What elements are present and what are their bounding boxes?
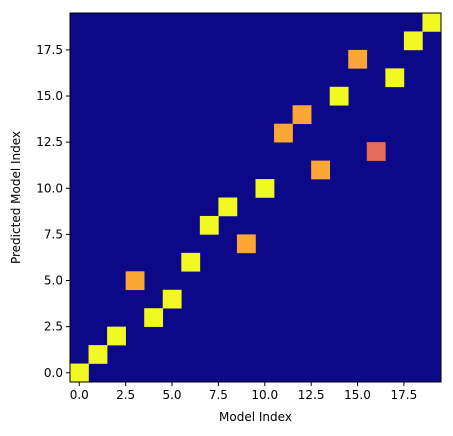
x-tick-label: 0.0 [70,388,89,402]
heatmap-cell [274,123,293,143]
heatmap-cell [366,142,386,161]
y-tick-label: 15.0 [36,89,63,103]
y-axis: 0.0 2.5 5.0 7.5 10.0 12.5 15.0 17.5 [36,43,70,380]
y-axis-label: Predicted Model Index [9,131,23,264]
heatmap-cell [88,345,108,364]
x-tick-label: 2.5 [116,388,135,402]
heatmap-cell [125,271,145,291]
plot-frame [69,12,442,383]
x-tick-label: 7.5 [209,388,228,402]
heatmap-cell [292,105,312,124]
heatmap-cell [255,179,275,198]
heatmap-cell [236,234,256,254]
heatmap-cell [107,326,126,346]
heatmap-cell [311,160,330,180]
x-tick-label: 12.5 [298,388,325,402]
x-tick-label: 5.0 [162,388,181,402]
y-tick-label: 0.0 [44,366,63,380]
x-tick-label: 15.0 [344,388,371,402]
heatmap-cell [403,31,423,51]
heatmap-cells [70,13,442,383]
heatmap-cell [329,86,349,106]
heatmap-cell [162,289,182,309]
heatmap-cell [348,49,368,69]
x-axis-label: Model Index [219,410,292,424]
heatmap-cell [422,13,442,32]
heatmap-cell [144,308,164,327]
x-tick-label: 17.5 [391,388,418,402]
x-tick-label: 10.0 [251,388,278,402]
heatmap-cell [199,215,219,235]
y-tick-label: 17.5 [36,43,63,57]
y-tick-label: 5.0 [44,274,63,288]
heatmap-cell [70,363,89,383]
y-tick-label: 10.0 [36,181,63,195]
x-axis: 0.0 2.5 5.0 7.5 10.0 12.5 15.0 17.5 [70,382,418,402]
heatmap-cell [181,252,201,272]
heatmap-cell [218,197,238,217]
y-tick-label: 12.5 [36,135,63,149]
y-tick-label: 2.5 [44,320,63,334]
plot-area [69,12,442,383]
y-tick-label: 7.5 [44,227,63,241]
heatmap-cell [385,68,405,88]
